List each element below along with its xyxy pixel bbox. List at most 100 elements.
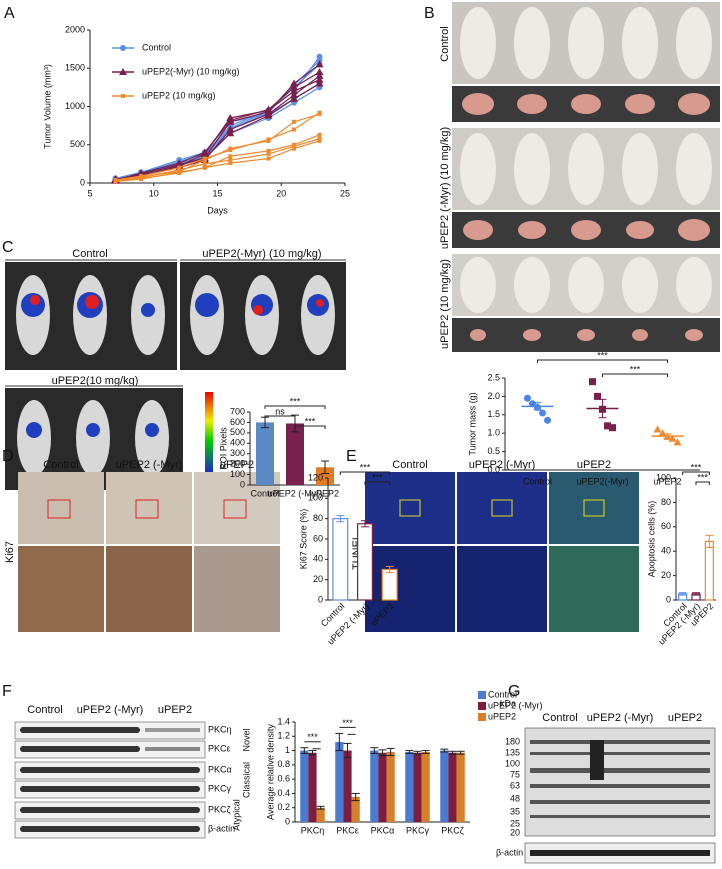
band-label: PKCα bbox=[208, 764, 232, 774]
y-tick-label: 40 bbox=[661, 546, 671, 556]
bar bbox=[413, 752, 422, 822]
point bbox=[653, 425, 662, 433]
y-axis-label: Ki67 Score (%) bbox=[298, 509, 308, 570]
point bbox=[226, 129, 235, 137]
legend-label: uPEP2 bbox=[488, 711, 516, 721]
bar bbox=[332, 518, 349, 601]
row-label: Ki67 bbox=[4, 541, 16, 563]
x-tick-label: Control bbox=[523, 476, 552, 486]
x-axis-label: Days bbox=[207, 205, 228, 215]
error-bar bbox=[308, 750, 317, 756]
point bbox=[202, 156, 207, 161]
error-bar bbox=[321, 460, 329, 475]
point bbox=[139, 177, 143, 182]
legend-label: uPEP2 (-Myr) bbox=[488, 700, 543, 710]
x-tick-label: PKCη bbox=[301, 825, 325, 835]
panel-letter: E bbox=[346, 448, 357, 465]
series-line bbox=[115, 71, 320, 181]
bar bbox=[456, 752, 465, 822]
class-label: Classical bbox=[241, 762, 251, 798]
significance-bracket bbox=[364, 481, 391, 485]
y-tick-label: 2.0 bbox=[487, 391, 500, 401]
error-bar bbox=[300, 747, 309, 754]
y-axis-label: Tumor mass (g) bbox=[467, 392, 477, 455]
point bbox=[266, 156, 271, 161]
blot-g bbox=[524, 727, 716, 864]
y-tick-label: 200 bbox=[230, 459, 245, 469]
y-tick-label: 20 bbox=[313, 574, 323, 584]
x-tick-label: uPEP2(-Myr) bbox=[576, 476, 628, 486]
bar bbox=[343, 750, 352, 822]
bar bbox=[357, 523, 374, 601]
y-tick-label: 1000 bbox=[65, 101, 85, 111]
error-bar bbox=[316, 805, 325, 810]
y-tick-label: 1.0 bbox=[487, 428, 500, 438]
point bbox=[292, 119, 296, 124]
ihc-d bbox=[18, 472, 280, 632]
panel-letter: G bbox=[508, 683, 520, 700]
y-tick-label: 100 bbox=[656, 472, 671, 482]
point bbox=[264, 105, 273, 113]
bar bbox=[316, 807, 325, 822]
point bbox=[658, 429, 667, 437]
bar bbox=[405, 752, 414, 822]
point bbox=[175, 159, 184, 167]
significance-bracket bbox=[339, 471, 391, 475]
y-tick-label: 0 bbox=[240, 479, 245, 489]
error-bar bbox=[678, 592, 687, 596]
point bbox=[120, 45, 126, 51]
point bbox=[604, 422, 611, 430]
point bbox=[177, 165, 182, 170]
legend-entry: uPEP2 (-Myr) bbox=[478, 700, 543, 710]
y-tick-label: 2.5 bbox=[487, 372, 500, 382]
marker-label: 48 bbox=[510, 793, 520, 803]
band-label: β-actin bbox=[208, 823, 235, 833]
bar bbox=[378, 752, 387, 822]
error-bar bbox=[351, 792, 360, 802]
y-tick-label: 600 bbox=[230, 417, 245, 427]
markers bbox=[112, 57, 323, 183]
point bbox=[177, 170, 182, 175]
x-tick-label: uPEP2 (-Myr) bbox=[268, 488, 323, 498]
x-tick-label: 15 bbox=[212, 188, 222, 198]
marker-label: 180 bbox=[505, 736, 520, 746]
error-bar bbox=[692, 592, 700, 596]
group-label: Control bbox=[72, 248, 107, 260]
y-tick-label: 1.2 bbox=[277, 731, 290, 741]
bar bbox=[704, 540, 714, 601]
y-tick-label: 0.8 bbox=[277, 759, 290, 769]
column-label: uPEP2 (-Myr) bbox=[116, 459, 183, 471]
group-label: uPEP2(-Myr) (10 mg/kg) bbox=[202, 248, 321, 260]
y-tick-label: 1500 bbox=[65, 63, 85, 73]
point bbox=[266, 148, 271, 153]
point bbox=[121, 94, 125, 98]
y-tick-label: 1.4 bbox=[277, 716, 290, 726]
group-label: uPEP2 bbox=[668, 712, 702, 724]
bar bbox=[421, 752, 430, 822]
x-tick-label: PKCε bbox=[336, 825, 359, 835]
significance-label: *** bbox=[290, 396, 301, 406]
point bbox=[113, 177, 118, 182]
y-tick-label: 0.2 bbox=[277, 802, 290, 812]
legend-entry: Control bbox=[478, 689, 517, 699]
band-label: PKCη bbox=[208, 724, 232, 734]
band-label: PKCγ bbox=[208, 783, 232, 793]
error-bar bbox=[421, 750, 430, 754]
markers bbox=[112, 61, 323, 183]
bar bbox=[370, 750, 379, 822]
y-axis-label: Apoptosis cells (%) bbox=[646, 501, 656, 578]
bar bbox=[308, 752, 317, 822]
series-line bbox=[115, 112, 320, 181]
bar bbox=[440, 750, 449, 822]
point bbox=[228, 161, 233, 166]
y-tick-label: 300 bbox=[230, 448, 245, 458]
y-tick-label: 400 bbox=[230, 438, 245, 448]
bar bbox=[316, 467, 334, 485]
y-tick-label: 0 bbox=[80, 177, 85, 187]
bar bbox=[335, 742, 344, 822]
bar bbox=[381, 568, 398, 601]
series-line bbox=[115, 83, 320, 181]
legend-swatch bbox=[478, 691, 486, 699]
significance-bracket bbox=[304, 741, 321, 750]
